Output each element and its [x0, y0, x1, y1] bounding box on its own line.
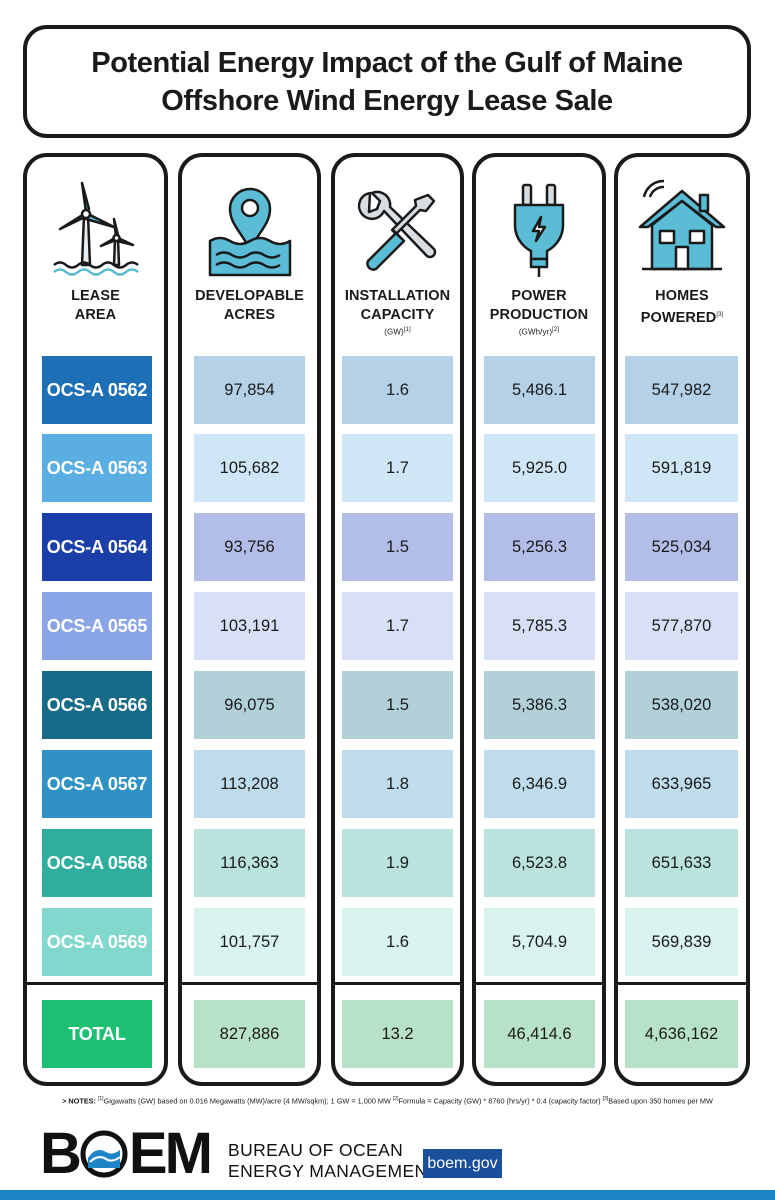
homes-cell: 651,633 [625, 829, 738, 897]
homes-cell: 547,982 [625, 356, 738, 424]
capacity-cell: 1.7 [342, 592, 453, 660]
capacity-cell: 1.6 [342, 356, 453, 424]
total-acres-cell: 827,886 [194, 1000, 305, 1068]
capacity-cell: 1.6 [342, 908, 453, 976]
lease-header-line2: AREA [74, 307, 117, 323]
lease-cell: OCS-A 0563 [42, 434, 152, 502]
footer-bar [0, 1190, 775, 1200]
power-cell: 6,346.9 [484, 750, 595, 818]
homes-cell: 591,819 [625, 434, 738, 502]
acres-cell: 96,075 [194, 671, 305, 739]
logo-letter-b: B [40, 1121, 82, 1186]
homes-cell: 577,870 [625, 592, 738, 660]
acres-cell: 116,363 [194, 829, 305, 897]
agency-line-1: BUREAU OF OCEAN [228, 1140, 404, 1160]
power-cell: 5,386.3 [484, 671, 595, 739]
lease-cell: OCS-A 0568 [42, 829, 152, 897]
acres-header-line2: ACRES [223, 307, 276, 323]
lease-cell: OCS-A 0566 [42, 671, 152, 739]
acres-header-line1: DEVELOPABLE [195, 288, 304, 304]
total-homes-cell: 4,636,162 [625, 1000, 738, 1068]
homes-header-line1: HOMES [655, 288, 709, 304]
footnotes: > NOTES: [1]Gigawatts (GW) based on 0.01… [62, 1096, 713, 1106]
lease-cell: OCS-A 0569 [42, 908, 152, 976]
smart-home-icon [618, 179, 746, 279]
lease-cell: OCS-A 0565 [42, 592, 152, 660]
notes-label: > NOTES: [62, 1096, 96, 1106]
logo-letters-em: EM [128, 1121, 213, 1186]
power-cell: 5,256.3 [484, 513, 595, 581]
homes-header-line2: POWERED [640, 309, 717, 326]
acres-cell: 93,756 [194, 513, 305, 581]
lease-area-header: LEASE AREA [27, 287, 164, 325]
electric-plug-icon [476, 179, 602, 279]
capacity-unit: (GW)[1] [384, 327, 411, 337]
power-cell: 6,523.8 [484, 829, 595, 897]
agency-name: BUREAU OF OCEAN ENERGY MANAGEMENT [228, 1140, 439, 1182]
lease-cell: OCS-A 0567 [42, 750, 152, 818]
capacity-cell: 1.5 [342, 671, 453, 739]
power-header-line1: POWER [511, 288, 567, 304]
homes-cell: 538,020 [625, 671, 738, 739]
total-lease-cell: TOTAL [42, 1000, 152, 1068]
website-link[interactable]: boem.gov [423, 1149, 502, 1178]
title-line-1: Potential Energy Impact of the Gulf of M… [91, 46, 683, 79]
power-production-header: POWER PRODUCTION (GWh/yr)[2] [476, 287, 602, 338]
acres-cell: 113,208 [194, 750, 305, 818]
acres-cell: 103,191 [194, 592, 305, 660]
total-divider [178, 982, 321, 985]
title-box: Potential Energy Impact of the Gulf of M… [23, 25, 751, 138]
lease-cell: OCS-A 0564 [42, 513, 152, 581]
note-2: Formula = Capacity (GW) * 8760 (hrs/yr) … [398, 1096, 601, 1106]
total-capacity-cell: 13.2 [342, 1000, 453, 1068]
title-line-2: Offshore Wind Energy Lease Sale [161, 84, 613, 117]
power-cell: 5,704.9 [484, 908, 595, 976]
developable-acres-header: DEVELOPABLE ACRES [182, 287, 317, 325]
lease-header-line1: LEASE [71, 288, 120, 304]
agency-line-2: ENERGY MANAGEMENT [228, 1161, 439, 1181]
boem-logo: B EM [40, 1121, 213, 1186]
acres-cell: 97,854 [194, 356, 305, 424]
homes-footnote-mark: [3] [716, 312, 724, 318]
homes-cell: 569,839 [625, 908, 738, 976]
lease-cell: OCS-A 0562 [42, 356, 152, 424]
total-divider [472, 982, 606, 985]
capacity-cell: 1.9 [342, 829, 453, 897]
power-cell: 5,785.3 [484, 592, 595, 660]
total-divider [331, 982, 464, 985]
acres-cell: 105,682 [194, 434, 305, 502]
power-cell: 5,925.0 [484, 434, 595, 502]
location-pin-water-icon [182, 179, 317, 279]
total-divider [23, 982, 168, 985]
installation-capacity-header: INSTALLATION CAPACITY (GW)[1] [335, 287, 460, 338]
wind-turbine-icon [27, 179, 164, 279]
homes-powered-header: HOMES POWERED[3] [618, 287, 746, 328]
power-unit: (GWh/yr)[2] [518, 327, 560, 337]
note-3: Based upon 350 homes per MW [608, 1096, 713, 1106]
power-header-line2: PRODUCTION [489, 307, 589, 323]
capacity-cell: 1.8 [342, 750, 453, 818]
capacity-header-line2: CAPACITY [360, 307, 435, 323]
power-cell: 5,486.1 [484, 356, 595, 424]
capacity-header-line1: INSTALLATION [344, 288, 451, 304]
total-power-cell: 46,414.6 [484, 1000, 595, 1068]
acres-cell: 101,757 [194, 908, 305, 976]
wave-logo-icon [80, 1130, 128, 1178]
capacity-cell: 1.5 [342, 513, 453, 581]
total-divider [614, 982, 750, 985]
wrench-screwdriver-icon [335, 179, 460, 279]
homes-cell: 525,034 [625, 513, 738, 581]
capacity-cell: 1.7 [342, 434, 453, 502]
homes-cell: 633,965 [625, 750, 738, 818]
note-1: Gigawatts (GW) based on 0.016 Megawatts … [103, 1096, 391, 1106]
